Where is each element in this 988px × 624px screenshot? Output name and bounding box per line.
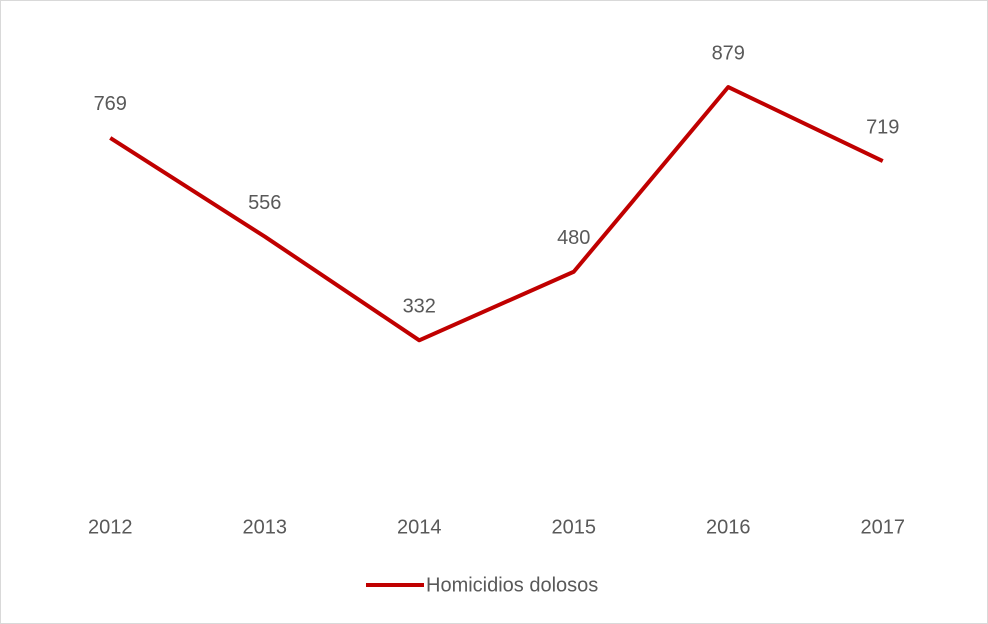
x-tick-label: 2012 [88, 516, 133, 538]
x-tick-label: 2015 [552, 516, 597, 538]
series-line [109, 85, 884, 343]
legend-label: Homicidios dolosos [426, 574, 598, 596]
x-tick-label: 2013 [243, 516, 288, 538]
data-label: 879 [712, 42, 745, 64]
data-label: 556 [248, 192, 281, 214]
x-tick-label: 2016 [706, 516, 751, 538]
data-label: 332 [403, 296, 436, 318]
data-label: 719 [866, 116, 899, 138]
x-tick-label: 2017 [861, 516, 906, 538]
x-tick-label: 2014 [397, 516, 442, 538]
data-label: 480 [557, 227, 590, 249]
data-label: 769 [94, 93, 127, 115]
